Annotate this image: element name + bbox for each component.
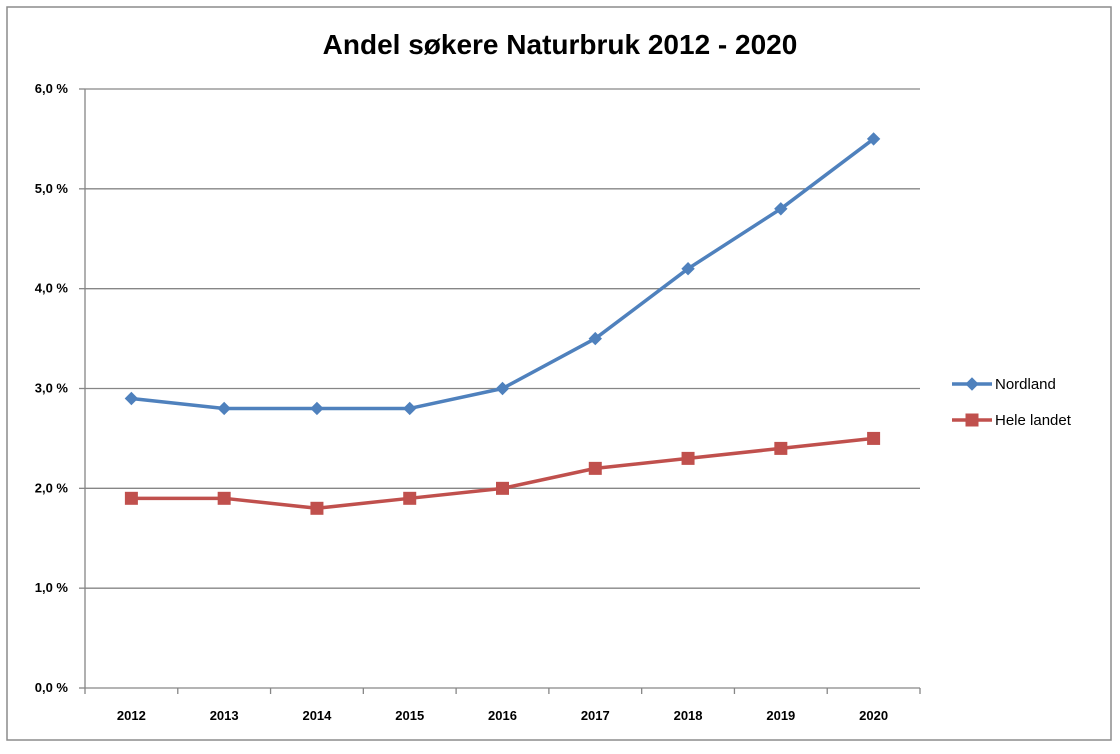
data-point bbox=[588, 461, 602, 475]
data-point bbox=[495, 381, 510, 396]
data-point bbox=[310, 401, 324, 416]
x-tick-label: 2015 bbox=[395, 708, 424, 723]
y-tick-label: 2,0 % bbox=[35, 480, 69, 495]
x-tick-label: 2020 bbox=[859, 708, 888, 723]
data-point bbox=[403, 491, 417, 505]
x-tick-label: 2018 bbox=[674, 708, 703, 723]
data-point bbox=[681, 451, 695, 465]
y-tick-label: 4,0 % bbox=[35, 281, 69, 296]
axes: 0,0 % 1,0 % 2,0 % 3,0 % 4,0 % 5,0 % 6,0 % 2012 2… bbox=[35, 81, 921, 723]
y-tick-label: 6,0 % bbox=[35, 81, 69, 96]
data-point bbox=[217, 491, 231, 505]
chart-border bbox=[6, 6, 1112, 741]
data-point bbox=[217, 401, 231, 416]
legend-label: Nordland bbox=[995, 376, 1056, 393]
y-tick-label: 1,0 % bbox=[35, 580, 69, 595]
legend-label: Hele landet bbox=[995, 412, 1072, 429]
data-point bbox=[866, 132, 881, 146]
x-tick-label: 2012 bbox=[117, 708, 146, 723]
data-point bbox=[496, 481, 509, 495]
x-tick-label: 2013 bbox=[210, 708, 239, 723]
x-tick-label: 2019 bbox=[766, 708, 795, 723]
series-lines bbox=[124, 132, 881, 515]
chart-title: Andel søkere Naturbruk 2012 - 2020 bbox=[323, 29, 798, 60]
y-tick-label: 5,0 % bbox=[35, 181, 69, 196]
data-point bbox=[774, 202, 788, 216]
data-point bbox=[403, 401, 417, 416]
x-tick-label: 2017 bbox=[581, 708, 610, 723]
legend-marker bbox=[965, 377, 979, 391]
data-point bbox=[774, 441, 788, 455]
y-tick-label: 3,0 % bbox=[35, 381, 69, 396]
x-tick-label: 2016 bbox=[488, 708, 517, 723]
data-point bbox=[867, 431, 881, 445]
data-point bbox=[124, 491, 138, 505]
data-point bbox=[681, 261, 695, 276]
data-point bbox=[588, 331, 602, 346]
data-point bbox=[124, 391, 139, 406]
x-tick-label: 2014 bbox=[302, 708, 332, 723]
legend-marker bbox=[965, 413, 979, 427]
data-point bbox=[310, 501, 324, 515]
legend: Nordland Hele landet bbox=[952, 376, 1072, 429]
y-tick-label: 0,0 % bbox=[35, 680, 69, 695]
